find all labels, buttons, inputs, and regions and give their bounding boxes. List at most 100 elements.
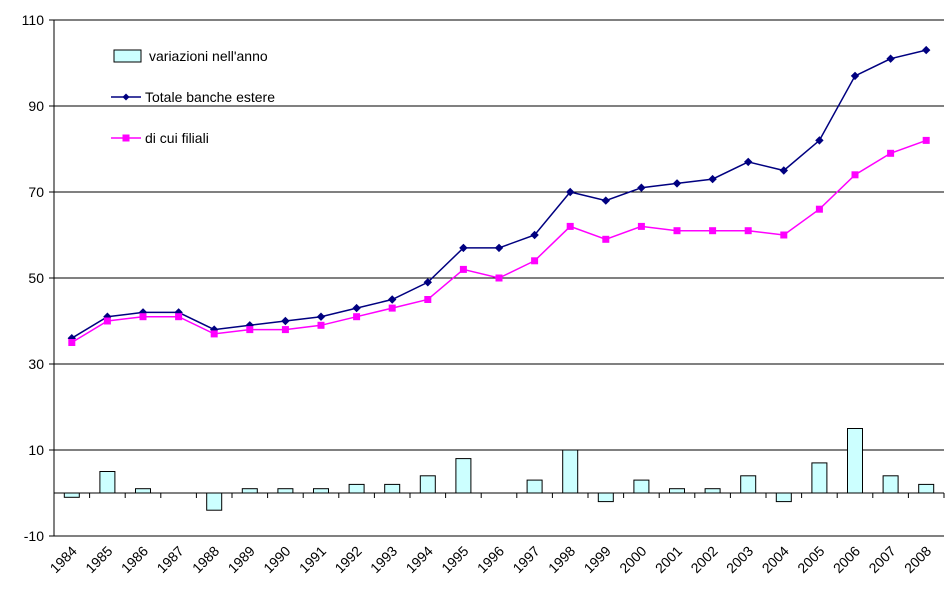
x-tick-label: 1999 [581,543,614,576]
point-filiali-2006 [851,171,859,179]
bar-variazioni-1984 [63,492,80,498]
point-filiali-1996 [495,274,503,282]
point-totale-2008 [921,45,931,55]
point-filiali-2008 [922,136,930,144]
bar-variazioni-2006 [847,428,863,494]
point-totale-1997 [530,230,539,240]
x-tick-label: 1985 [82,543,115,576]
point-filiali-2003 [744,227,752,235]
x-tick-label: 1992 [331,543,364,576]
point-filiali-1986 [139,313,147,321]
x-tick-label: 2001 [652,543,685,576]
point-filiali-1989 [246,326,254,334]
y-tick-label: 90 [28,98,44,114]
x-tick-label: 1991 [296,543,329,576]
point-totale-1999 [601,196,611,205]
bar-variazioni-1989 [241,488,258,494]
point-filiali-1997 [531,257,539,265]
x-tick-label: 1987 [153,543,186,576]
legend-label: Totale banche estere [145,89,275,105]
point-filiali-2005 [815,205,823,213]
point-filiali-2004 [780,231,788,239]
point-filiali-2000 [637,222,645,230]
gridlines [54,19,944,537]
y-tick-label: 70 [28,184,44,200]
point-filiali-1995 [459,265,467,273]
point-totale-2000 [637,183,646,192]
x-tick-label: 1995 [438,543,471,576]
bar-variazioni-1998 [562,449,579,494]
x-tick-label: 1994 [403,543,436,576]
legend-marker-square [122,134,130,142]
x-tick-label: 1986 [118,543,151,576]
bar-series [63,428,935,511]
y-tick-label: -10 [24,528,44,544]
x-tick-label: 2002 [687,543,720,576]
point-filiali-1999 [602,235,610,243]
bar-variazioni-1993 [384,483,401,494]
bar-variazioni-2005 [811,462,828,494]
x-axis-tick-labels: 1984 1985 1986 1987 1988 1989 1990 1991 1992 1993… [47,543,935,576]
point-filiali-2001 [673,227,681,235]
x-tick-label: 2006 [830,543,863,576]
bar-variazioni-2002 [704,488,721,494]
point-filiali-2002 [709,227,717,235]
legend-swatch-bar [113,49,142,63]
point-totale-1993 [387,295,397,304]
point-totale-1995 [459,243,468,253]
x-tick-label: 1996 [474,543,507,576]
point-filiali-1985 [103,317,111,325]
point-filiali-1991 [317,321,325,329]
point-filiali-1994 [424,296,432,303]
x-tick-label: 1984 [47,543,80,576]
point-totale-2007 [886,54,895,63]
bar-variazioni-2000 [633,479,650,494]
y-axis-tick-labels: -10 10 30 50 70 90 110 [22,12,45,544]
y-tick-label: 30 [28,356,44,372]
x-tick-label: 2000 [616,543,649,576]
point-totale-2002 [708,174,717,184]
x-tick-label: 2005 [794,543,827,576]
bar-variazioni-1999 [597,492,614,503]
y-tick-label: 50 [28,270,44,286]
x-tick-label: 2008 [901,543,934,576]
bar-variazioni-1992 [348,483,365,494]
legend-label: di cui filiali [145,130,209,146]
x-tick-label: 1993 [367,543,400,576]
y-tick-label: 10 [28,442,44,458]
x-tick-label: 2004 [759,543,792,576]
bar-variazioni-1991 [313,488,329,494]
x-tick-label: 1998 [545,543,578,576]
point-filiali-1984 [68,339,76,346]
point-filiali-1998 [566,222,574,230]
point-totale-1990 [281,316,290,326]
bar-variazioni-2003 [740,475,757,494]
point-filiali-1993 [388,304,396,312]
line-series-2 [71,139,927,344]
point-totale-2006 [850,71,860,81]
point-totale-1996 [494,243,504,253]
point-totale-2004 [779,166,789,175]
x-tick-label: 1997 [509,543,542,576]
bar-variazioni-2001 [669,488,685,494]
point-totale-2005 [815,136,824,145]
x-tick-label: 1989 [225,543,258,576]
point-filiali-1990 [281,326,289,334]
legend-label: variazioni nell'anno [149,48,268,64]
point-totale-2003 [743,157,753,167]
x-tick-label: 1990 [260,543,293,576]
point-totale-1994 [423,278,433,287]
point-filiali-2007 [887,149,895,157]
x-tick-label: 2003 [723,543,756,576]
x-tick-label: 2007 [865,543,898,576]
point-filiali-1987 [175,313,183,321]
bar-variazioni-1985 [99,471,116,494]
bar-variazioni-1990 [277,488,294,494]
bar-variazioni-2004 [775,492,792,503]
bar-variazioni-1997 [526,479,543,494]
bar-variazioni-1995 [455,458,472,494]
bar-variazioni-1988 [206,492,223,511]
axes [49,19,945,537]
legend-marker-diamond [122,93,130,101]
